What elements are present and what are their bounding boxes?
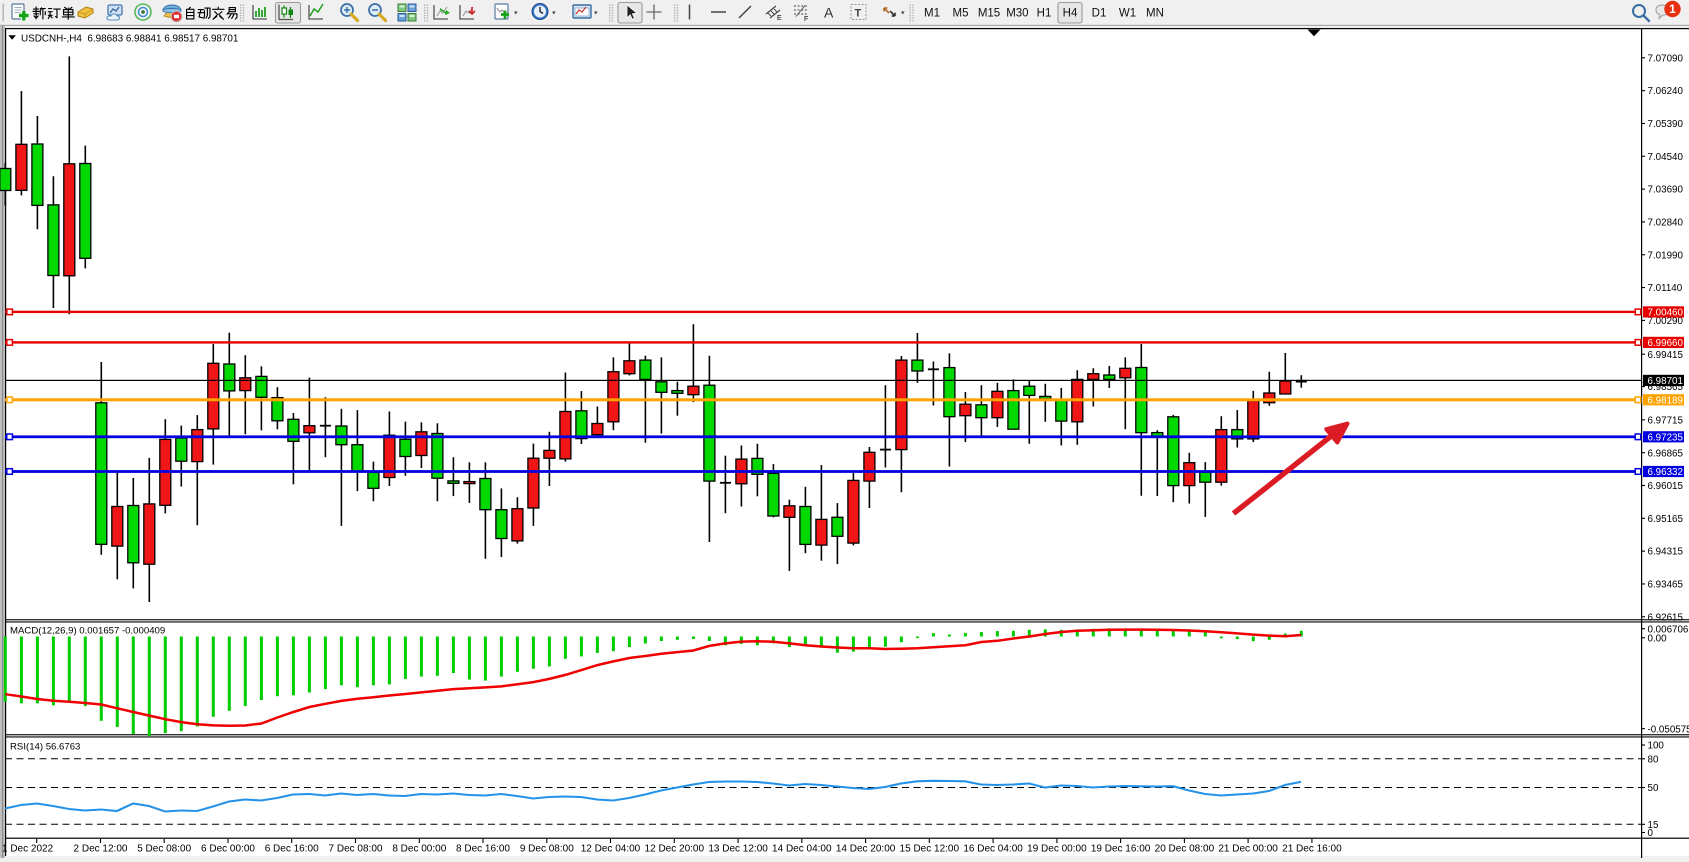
svg-text:M15: M15 — [978, 8, 1000, 20]
svg-text:M5: M5 — [953, 8, 969, 20]
svg-text:50: 50 — [1648, 783, 1659, 794]
svg-text:H4: H4 — [1063, 8, 1078, 20]
svg-text:20 Dec 08:00: 20 Dec 08:00 — [1155, 844, 1215, 855]
svg-text:12 Dec 20:00: 12 Dec 20:00 — [645, 844, 705, 855]
svg-text:M30: M30 — [1006, 8, 1028, 20]
svg-text:100: 100 — [1648, 741, 1665, 752]
svg-text:1: 1 — [1669, 2, 1676, 16]
svg-text:E: E — [777, 15, 782, 22]
svg-text:19 Dec 00:00: 19 Dec 00:00 — [1027, 844, 1087, 855]
svg-text:6.98565: 6.98565 — [1648, 382, 1684, 393]
svg-text:6.95165: 6.95165 — [1648, 514, 1684, 525]
svg-text:1 Dec 2022: 1 Dec 2022 — [2, 844, 54, 855]
svg-text:F: F — [804, 16, 808, 23]
svg-text:MN: MN — [1146, 8, 1164, 20]
svg-text:7.00460: 7.00460 — [1648, 308, 1684, 319]
svg-text:2 Dec 12:00: 2 Dec 12:00 — [74, 844, 128, 855]
svg-text:6.98701: 6.98701 — [1648, 376, 1683, 387]
svg-text:USDCNH-,H4 6.98683 6.98841 6.: USDCNH-,H4 6.98683 6.98841 6.98517 6.987… — [21, 34, 239, 45]
svg-text:6.96015: 6.96015 — [1648, 481, 1684, 492]
svg-text:A: A — [824, 5, 834, 21]
svg-text:7.01140: 7.01140 — [1648, 283, 1683, 294]
svg-text:0.006706: 0.006706 — [1648, 624, 1689, 635]
svg-text:T: T — [855, 8, 862, 20]
svg-text:7.01990: 7.01990 — [1648, 250, 1684, 261]
svg-text:0.00: 0.00 — [1648, 633, 1668, 644]
svg-text:7.07090: 7.07090 — [1648, 53, 1684, 64]
svg-text:6.97235: 6.97235 — [1648, 432, 1684, 443]
svg-text:7.05390: 7.05390 — [1648, 119, 1684, 130]
svg-text:7.00290: 7.00290 — [1648, 316, 1684, 327]
svg-text:7.02840: 7.02840 — [1648, 218, 1684, 229]
svg-text:6.96332: 6.96332 — [1648, 467, 1683, 478]
svg-text:0: 0 — [1648, 828, 1654, 839]
svg-text:9 Dec 08:00: 9 Dec 08:00 — [520, 844, 574, 855]
svg-text:15 Dec 12:00: 15 Dec 12:00 — [900, 844, 960, 855]
svg-text:7.04540: 7.04540 — [1648, 152, 1684, 163]
svg-text:H1: H1 — [1037, 8, 1052, 20]
svg-text:-0.050575: -0.050575 — [1648, 724, 1689, 735]
svg-text:13 Dec 12:00: 13 Dec 12:00 — [708, 844, 768, 855]
svg-text:6.99415: 6.99415 — [1648, 350, 1684, 361]
svg-text:RSI(14) 56.6763: RSI(14) 56.6763 — [10, 742, 80, 753]
svg-text:6 Dec 00:00: 6 Dec 00:00 — [201, 844, 255, 855]
svg-text:6.96865: 6.96865 — [1648, 448, 1684, 459]
svg-text:6.97715: 6.97715 — [1648, 415, 1684, 426]
svg-text:5 Dec 08:00: 5 Dec 08:00 — [137, 844, 191, 855]
svg-text:19 Dec 16:00: 19 Dec 16:00 — [1091, 844, 1151, 855]
svg-text:14 Dec 20:00: 14 Dec 20:00 — [836, 844, 896, 855]
svg-text:6.99660: 6.99660 — [1648, 338, 1684, 349]
svg-text:6 Dec 16:00: 6 Dec 16:00 — [265, 844, 319, 855]
svg-text:16 Dec 04:00: 16 Dec 04:00 — [963, 844, 1023, 855]
svg-text:15: 15 — [1648, 820, 1659, 831]
svg-text:6.92615: 6.92615 — [1648, 612, 1684, 623]
svg-text:6.93465: 6.93465 — [1648, 580, 1684, 591]
svg-text:M1: M1 — [924, 8, 940, 20]
svg-text:8 Dec 00:00: 8 Dec 00:00 — [392, 844, 446, 855]
svg-text:21 Dec 00:00: 21 Dec 00:00 — [1218, 844, 1278, 855]
svg-text:80: 80 — [1648, 754, 1659, 765]
svg-text:14 Dec 04:00: 14 Dec 04:00 — [772, 844, 832, 855]
svg-text:8 Dec 16:00: 8 Dec 16:00 — [456, 844, 510, 855]
svg-text:W1: W1 — [1119, 8, 1136, 20]
svg-text:7.06240: 7.06240 — [1648, 86, 1684, 97]
svg-text:6.94315: 6.94315 — [1648, 547, 1684, 558]
svg-text:6.98189: 6.98189 — [1648, 395, 1683, 406]
svg-text:D1: D1 — [1092, 8, 1107, 20]
svg-text:7 Dec 08:00: 7 Dec 08:00 — [329, 844, 383, 855]
svg-text:12 Dec 04:00: 12 Dec 04:00 — [581, 844, 641, 855]
svg-text:21 Dec 16:00: 21 Dec 16:00 — [1282, 844, 1342, 855]
svg-text:7.03690: 7.03690 — [1648, 185, 1684, 196]
svg-text:MACD(12,26,9) 0.001657 -0.0004: MACD(12,26,9) 0.001657 -0.000409 — [10, 626, 165, 637]
